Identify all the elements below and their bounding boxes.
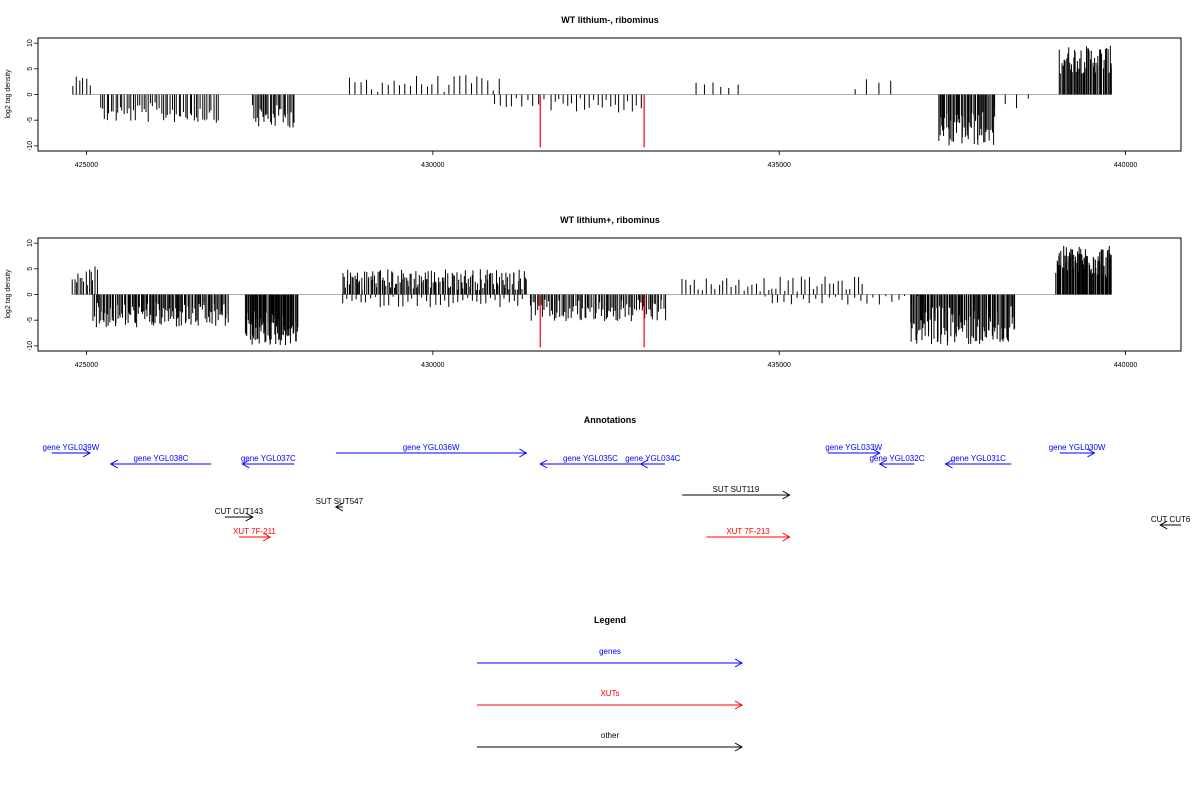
arrow-head xyxy=(245,512,254,522)
bars xyxy=(71,245,1112,348)
feature-label: SUT SUT547 xyxy=(316,497,364,506)
panel-title: WT lithium-, ribominus xyxy=(561,15,659,25)
feature-label: XUT 7F-211 xyxy=(233,527,276,536)
y-tick-label: 0 xyxy=(27,92,34,96)
x-tick-label: 435000 xyxy=(768,362,791,369)
feature-label: gene YGL032C xyxy=(869,454,924,463)
legend-panel: Legend genes XUTs other xyxy=(477,615,744,752)
bars xyxy=(72,45,1112,148)
feature-label: CUT CUT6 xyxy=(1151,515,1191,524)
arrow-head xyxy=(1159,520,1168,530)
panel-title: WT lithium+, ribominus xyxy=(560,215,660,225)
feature-label: gene YGL035C xyxy=(563,454,618,463)
x-tick-label: 440000 xyxy=(1114,362,1137,369)
annotations-title: Annotations xyxy=(584,415,637,425)
y-tick-label: 10 xyxy=(27,239,34,247)
track-panel-lithium-plus: WT lithium+, ribominus log2 tag density … xyxy=(5,215,1182,369)
arrow-head xyxy=(334,502,344,512)
arrow-head xyxy=(734,700,744,710)
y-tick-label: -10 xyxy=(27,341,34,351)
x-tick-label: 425000 xyxy=(75,362,98,369)
arrow-head xyxy=(82,448,91,458)
feature-label: XUT 7F-213 xyxy=(726,527,770,536)
feature-label: gene YGL033W xyxy=(825,443,882,452)
feature-label: CUT CUT143 xyxy=(215,507,264,516)
arrow-head xyxy=(944,459,953,469)
legend-title: Legend xyxy=(594,615,626,625)
arrow-head xyxy=(782,490,791,500)
axes: -10 -5 0 5 10 425000 430000 435000 440000 xyxy=(27,37,1182,169)
arrow-head xyxy=(734,658,744,668)
arrow-head xyxy=(109,459,118,469)
legend-label: XUTs xyxy=(600,689,619,698)
arrow-head xyxy=(872,448,881,458)
arrow-head xyxy=(539,459,548,469)
arrow-head xyxy=(878,459,887,469)
x-tick-label: 435000 xyxy=(768,162,791,169)
feature-track: gene YGL039W gene YGL038C gene YGL037C gene… xyxy=(43,443,1191,542)
arrow-head xyxy=(639,459,648,469)
y-tick-label: -5 xyxy=(27,117,34,123)
y-tick-label: 5 xyxy=(27,67,34,71)
y-axis-label: log2 tag density xyxy=(5,69,12,119)
x-tick-label: 430000 xyxy=(421,362,444,369)
x-tick-label: 430000 xyxy=(421,162,444,169)
feature-label: gene YGL031C xyxy=(951,454,1006,463)
feature-label: gene YGL037C xyxy=(241,454,296,463)
y-tick-label: -10 xyxy=(27,141,34,151)
y-tick-label: 0 xyxy=(27,292,34,296)
arrow-head xyxy=(782,532,791,542)
y-axis-label: log2 tag density xyxy=(5,269,12,319)
feature-label: SUT SUT119 xyxy=(713,485,760,494)
feature-label: gene YGL034C xyxy=(625,454,680,463)
feature-label: gene YGL030W xyxy=(1049,443,1106,452)
legend-label: genes xyxy=(599,647,621,656)
arrow-head xyxy=(519,448,528,458)
legend-entries: genes XUTs other xyxy=(477,647,744,752)
x-tick-label: 440000 xyxy=(1114,162,1137,169)
arrow-head xyxy=(262,532,272,542)
y-tick-label: -5 xyxy=(27,317,34,323)
feature-label: gene YGL036W xyxy=(403,443,460,452)
arrow-head xyxy=(734,742,744,752)
x-tick-label: 425000 xyxy=(75,162,98,169)
axes: -10 -5 0 5 10 425000 430000 435000 440000 xyxy=(27,237,1182,369)
y-tick-label: 10 xyxy=(27,39,34,47)
track-panel-lithium-minus: WT lithium-, ribominus log2 tag density … xyxy=(5,15,1182,169)
feature-label: gene YGL038C xyxy=(133,454,188,463)
y-tick-label: 5 xyxy=(27,267,34,271)
feature-label: gene YGL039W xyxy=(43,443,100,452)
legend-label: other xyxy=(601,731,620,740)
arrow-head xyxy=(1087,448,1096,458)
arrow-head xyxy=(241,459,250,469)
